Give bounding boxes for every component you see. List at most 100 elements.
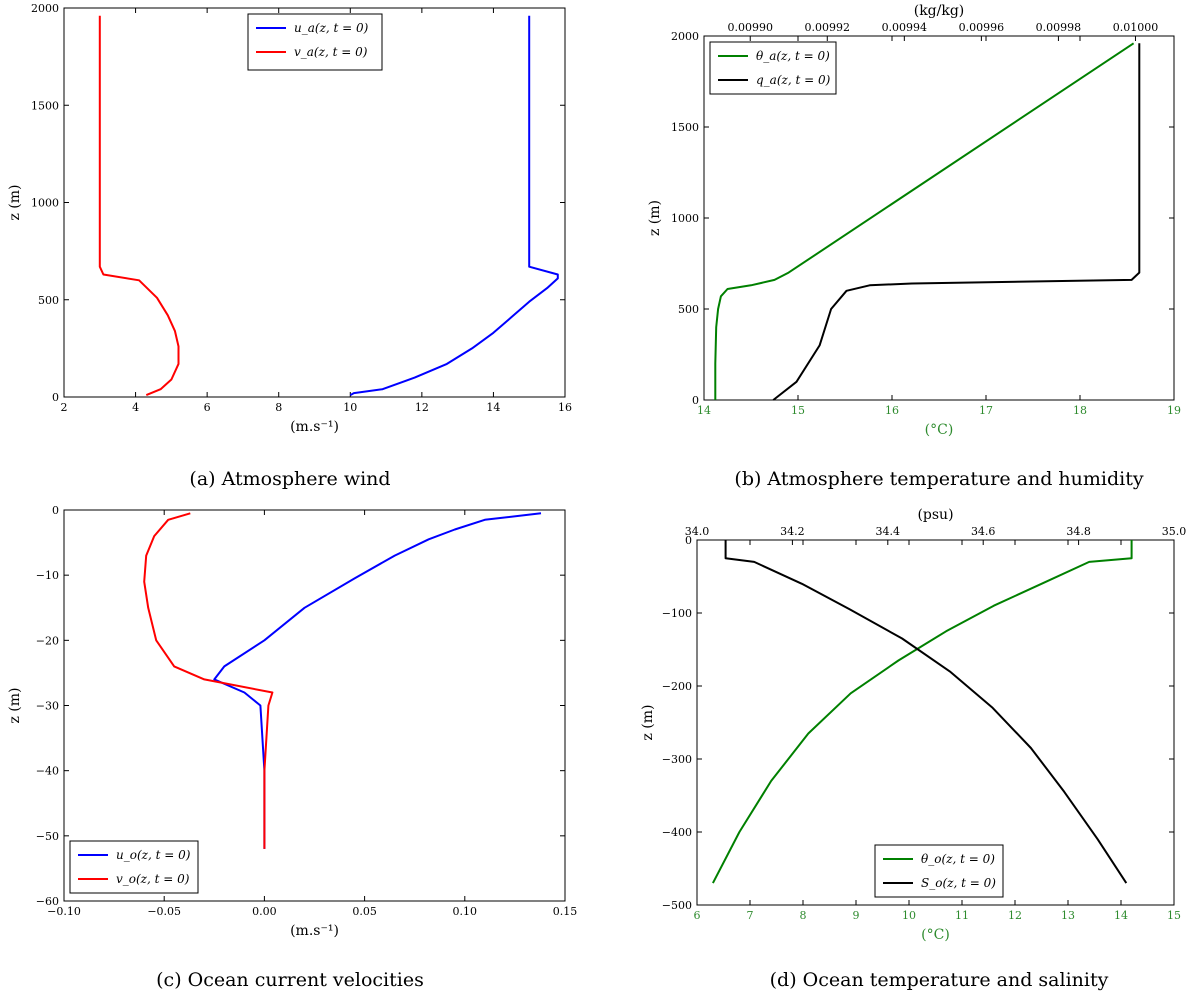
y-tick-label: 0: [692, 394, 699, 407]
y-tick-label: 500: [38, 294, 59, 307]
series-line-0: [715, 43, 1133, 400]
x2-tick-label: 0.00990: [727, 21, 773, 34]
chart-caption: (c) Ocean current velocities: [156, 969, 424, 991]
x-tick-label: −0.05: [147, 905, 181, 918]
series-line-0: [214, 513, 541, 849]
x-tick-label: 4: [132, 401, 139, 414]
x-tick-label: 15: [1167, 909, 1181, 922]
y-tick-label: −60: [36, 895, 59, 908]
series-line-1: [100, 16, 179, 395]
x-tick-label: 13: [1061, 909, 1075, 922]
x2-tick-label: 34.6: [971, 525, 996, 538]
y-tick-label: 1500: [31, 99, 59, 112]
series-line-1: [773, 43, 1139, 400]
x-tick-label: 0.10: [453, 905, 478, 918]
x-tick-label: 12: [415, 401, 429, 414]
x-tick-label: 10: [343, 401, 357, 414]
x-tick-label: 6: [204, 401, 211, 414]
y-axis-label: z (m): [640, 704, 656, 740]
x-tick-label: 14: [486, 401, 500, 414]
x-tick-label: 7: [747, 909, 754, 922]
y-tick-label: −50: [36, 830, 59, 843]
x-tick-label: 10: [902, 909, 916, 922]
y-tick-label: −300: [662, 753, 692, 766]
chart-panel-0: 2 4 6 8 10 12 14 16 (m.s⁻¹) 0 500 1000 1500 2000 z (m)…: [7, 2, 572, 490]
x2-tick-label: 0.00994: [882, 21, 928, 34]
y-tick-label: −30: [36, 700, 59, 713]
y-tick-label: 1000: [31, 197, 59, 210]
x2-tick-label: 35.0: [1162, 525, 1187, 538]
y-tick-label: −40: [36, 765, 59, 778]
x2-tick-label: 0.00992: [805, 21, 851, 34]
x-tick-label: 11: [955, 909, 969, 922]
y-axis-label: z (m): [647, 200, 663, 236]
legend-entry: θ_o(z, t = 0): [921, 852, 995, 866]
y-tick-label: −10: [36, 569, 59, 582]
y-tick-label: 2000: [31, 2, 59, 15]
x-tick-label: 2: [61, 401, 68, 414]
y-tick-label: 0: [52, 504, 59, 517]
x-axis-label: (m.s⁻¹): [290, 923, 339, 939]
x-tick-label: 0.05: [352, 905, 377, 918]
x-tick-label: 14: [1114, 909, 1128, 922]
x2-tick-label: 34.8: [1066, 525, 1091, 538]
x2-tick-label: 34.4: [876, 525, 901, 538]
y-tick-label: 1000: [671, 212, 699, 225]
y-tick-label: 500: [678, 303, 699, 316]
x2-tick-label: 0.00998: [1036, 21, 1082, 34]
series-line-0: [713, 540, 1132, 883]
chart-caption: (b) Atmosphere temperature and humidity: [734, 468, 1143, 490]
y-axis-label: z (m): [7, 687, 23, 723]
x-tick-label: 17: [979, 404, 993, 417]
y-tick-label: −200: [662, 680, 692, 693]
x2-axis-label: (psu): [917, 507, 953, 523]
x-axis-label: (m.s⁻¹): [290, 419, 339, 435]
legend-entry: u_a(z, t = 0): [294, 21, 369, 35]
legend: u_a(z, t = 0) v_a(z, t = 0): [248, 14, 382, 70]
x-tick-label: 0.00: [252, 905, 277, 918]
chart-panel-1: 14 15 16 17 18 19 (°C) 0.00990 0.00992 0.00994 0.0…: [647, 3, 1181, 490]
chart-panel-2: −0.10 −0.05 0.00 0.05 0.10 0.15(m.s⁻¹)−60−50−…: [7, 504, 577, 991]
x-tick-label: 8: [800, 909, 807, 922]
y-tick-label: 0: [685, 534, 692, 547]
series-line-1: [144, 513, 272, 849]
x-tick-label: 15: [791, 404, 805, 417]
x-tick-label: 6: [694, 909, 701, 922]
x-tick-label: 12: [1008, 909, 1022, 922]
x2-tick-label: 0.00996: [959, 21, 1005, 34]
x2-tick-label: 0.01000: [1113, 21, 1159, 34]
x-tick-label: 16: [885, 404, 899, 417]
x-tick-label: 14: [697, 404, 711, 417]
x-axis-label: (°C): [925, 422, 954, 438]
y-tick-label: −400: [662, 826, 692, 839]
legend-entry: θ_a(z, t = 0): [756, 49, 830, 63]
legend-entry: u_o(z, t = 0): [116, 848, 191, 862]
x2-axis-label: (kg/kg): [914, 3, 965, 19]
y-tick-label: 2000: [671, 30, 699, 43]
x-axis-label: (°C): [921, 927, 950, 943]
y-tick-label: −500: [662, 899, 692, 912]
y-axis-label: z (m): [7, 184, 23, 220]
x-tick-label: 9: [853, 909, 860, 922]
x2-tick-label: 34.2: [780, 525, 805, 538]
legend-entry: S_o(z, t = 0): [921, 876, 996, 890]
y-tick-label: −100: [662, 607, 692, 620]
legend: θ_a(z, t = 0) q_a(z, t = 0): [710, 42, 836, 94]
x-tick-label: 8: [275, 401, 282, 414]
legend-entry: v_o(z, t = 0): [116, 872, 190, 886]
chart-caption: (d) Ocean temperature and salinity: [770, 969, 1109, 991]
legend-entry: v_a(z, t = 0): [294, 45, 368, 59]
chart-caption: (a) Atmosphere wind: [189, 468, 390, 490]
x-tick-label: 19: [1167, 404, 1181, 417]
x-tick-label: 18: [1073, 404, 1087, 417]
chart-panel-3: 6 7 8 9 10 11 12 13 14 15 (°C) 34.0 34.2 34.4 34.6 34.8…: [640, 507, 1186, 991]
y-tick-label: 1500: [671, 121, 699, 134]
legend-entry: q_a(z, t = 0): [756, 73, 831, 87]
series-line-1: [726, 540, 1127, 883]
y-tick-label: −20: [36, 634, 59, 647]
x-tick-label: 0.15: [553, 905, 578, 918]
legend: θ_o(z, t = 0) S_o(z, t = 0): [875, 845, 1003, 897]
x-tick-label: 16: [558, 401, 572, 414]
series-line-0: [350, 16, 558, 395]
